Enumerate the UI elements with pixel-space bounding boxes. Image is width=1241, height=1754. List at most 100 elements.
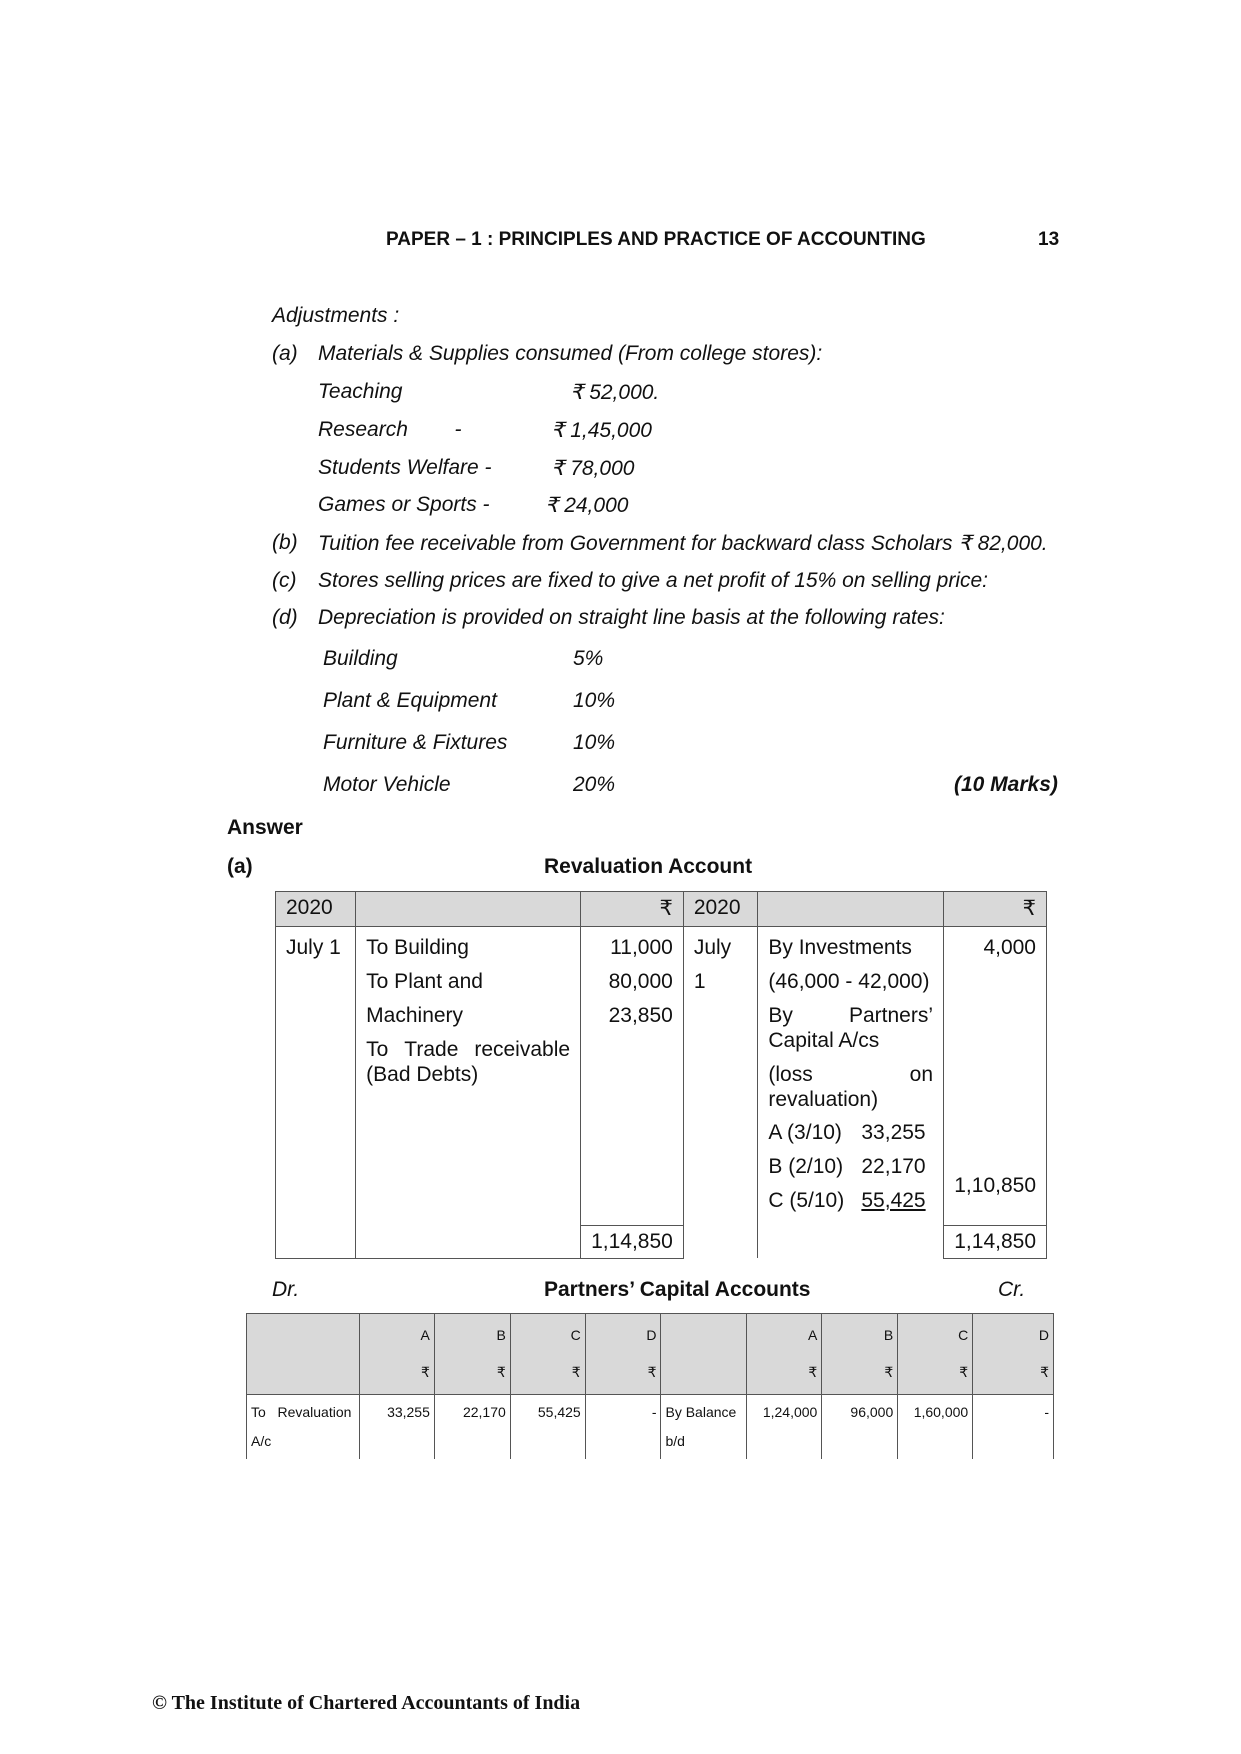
amount: 4,000 <box>983 936 1036 959</box>
amount: 96,000 <box>821 1394 899 1459</box>
particular: receivable <box>474 1038 571 1061</box>
asset-name: Furniture & Fixtures <box>323 731 508 754</box>
debit-amounts: 11,000 80,000 23,850 <box>580 926 684 1225</box>
rate: 5% <box>573 647 604 670</box>
page-number: 13 <box>1038 229 1060 250</box>
item-text: Tuition fee receivable from Government f… <box>318 532 1048 555</box>
col-header: A ₹ <box>746 1313 823 1395</box>
share-amount: 22,170 <box>861 1155 926 1178</box>
adjustments-heading: Adjustments : <box>272 304 400 327</box>
material-value: ₹ 24,000 <box>545 494 629 517</box>
particular: Partners’ <box>848 1004 933 1027</box>
asset-name: Motor Vehicle <box>323 773 451 796</box>
amount: 55,425 <box>509 1394 586 1459</box>
material-name: Research - <box>318 418 462 441</box>
col-header: C ₹ <box>509 1313 586 1395</box>
amount: 23,850 <box>608 1004 673 1027</box>
amount: 22,170 <box>433 1394 511 1459</box>
material-name: Teaching <box>318 380 403 403</box>
particular: Trade <box>404 1038 459 1061</box>
share-row: A (3/10) 33,255 <box>768 1116 933 1150</box>
answer-part: (a) <box>227 855 253 878</box>
total-row: 1,14,850 1,14,850 <box>274 1224 1047 1259</box>
partner-share: C (5/10) <box>768 1189 845 1212</box>
particular: To <box>366 1038 389 1061</box>
currency: ₹ <box>943 891 1047 927</box>
item-label: (b) <box>272 531 298 554</box>
col-header: A ₹ <box>358 1313 435 1395</box>
footer-copyright: © The Institute of Chartered Accountants… <box>152 1692 581 1714</box>
debit-total: 1,14,850 <box>580 1224 684 1259</box>
particular: To Building <box>366 936 469 959</box>
table-row: To Revaluation A/c 33,255 22,170 55,425 -… <box>246 1394 1054 1459</box>
particular: By Balance b/d <box>660 1394 748 1459</box>
amount: 1,10,850 <box>954 1174 1036 1197</box>
asset-name: Building <box>323 647 398 670</box>
particular: (Bad Debts) <box>366 1063 479 1086</box>
table-row: July 1 To Building To Plant and Machiner… <box>274 926 1047 1258</box>
share-amount: 33,255 <box>861 1121 926 1144</box>
amount: 11,000 <box>610 936 673 959</box>
item-text: Stores selling prices are fixed to give … <box>318 569 989 592</box>
particular: By Investments <box>768 936 912 959</box>
rate: 10% <box>573 689 616 712</box>
credit-particulars: By Investments (46,000 - 42,000) By Partn… <box>757 926 944 1258</box>
share-amount: 55,425 <box>861 1189 926 1212</box>
particular: Capital A/cs <box>768 1029 880 1052</box>
amount: 33,255 <box>358 1394 435 1459</box>
item-text: Materials & Supplies consumed (From coll… <box>318 342 823 365</box>
particular: By <box>768 1004 793 1027</box>
table-header-row: 2020 ₹ 2020 ₹ <box>274 891 1047 927</box>
particular: To Plant and Machinery <box>366 970 483 1027</box>
particular: (46,000 - 42,000) <box>768 970 930 993</box>
amount: - <box>972 1394 1054 1459</box>
partner-share: A (3/10) <box>768 1121 842 1144</box>
partners-capital-table: A ₹ B ₹ C ₹ D ₹ A ₹ B ₹ C ₹ D ₹ To Revaluation A/… <box>246 1313 1054 1459</box>
col-header: D ₹ <box>584 1313 662 1395</box>
table-header-row: A ₹ B ₹ C ₹ D ₹ A ₹ B ₹ C ₹ D ₹ <box>246 1313 1054 1395</box>
amount: 1,24,000 <box>746 1394 823 1459</box>
col-header: D ₹ <box>972 1313 1054 1395</box>
col-header: C ₹ <box>897 1313 974 1395</box>
item-label: (c) <box>272 569 297 592</box>
credit-amounts: 4,000 1,10,850 <box>943 926 1047 1225</box>
marks: (10 Marks) <box>954 773 1058 796</box>
currency: ₹ <box>580 891 684 927</box>
amount: - <box>584 1394 662 1459</box>
material-name: Students Welfare - <box>318 456 492 479</box>
date: July 1 <box>682 926 759 1258</box>
material-value: ₹ 78,000 <box>551 457 635 480</box>
year: 2020 <box>274 891 357 927</box>
revaluation-account-table: 2020 ₹ 2020 ₹ July 1 To Building To Plan… <box>274 891 1047 1259</box>
particular: To Revaluation A/c <box>246 1394 360 1459</box>
rate: 10% <box>573 731 616 754</box>
material-name: Games or Sports - <box>318 493 490 516</box>
revaluation-title: Revaluation Account <box>544 855 753 878</box>
answer-heading: Answer <box>227 816 303 839</box>
credit-total: 1,14,850 <box>943 1224 1047 1259</box>
share-row: B (2/10) 22,170 <box>768 1150 933 1184</box>
partner-share: B (2/10) <box>768 1155 844 1178</box>
date: July 1 <box>274 926 357 1225</box>
rate: 20% <box>573 773 616 796</box>
particular: revaluation) <box>768 1088 879 1111</box>
amount: 80,000 <box>608 970 673 993</box>
dr-label: Dr. <box>272 1278 300 1301</box>
cr-label: Cr. <box>998 1278 1026 1301</box>
col-header: B ₹ <box>433 1313 511 1395</box>
asset-name: Plant & Equipment <box>323 689 497 712</box>
amount: 1,60,000 <box>897 1394 974 1459</box>
capital-title: Partners’ Capital Accounts <box>544 1278 811 1301</box>
item-text: Depreciation is provided on straight lin… <box>318 606 945 629</box>
material-value: ₹ 52,000. <box>570 381 660 404</box>
material-value: ₹ 1,45,000 <box>551 419 652 442</box>
year: 2020 <box>682 891 759 927</box>
paper-title: PAPER – 1 : PRINCIPLES AND PRACTICE OF A… <box>386 229 926 250</box>
debit-particulars: To Building To Plant and Machinery To Tra… <box>355 926 582 1225</box>
share-row: C (5/10) 55,425 <box>768 1184 933 1218</box>
particular: (loss <box>768 1063 813 1086</box>
col-header: B ₹ <box>821 1313 899 1395</box>
item-label: (d) <box>272 606 298 629</box>
item-label: (a) <box>272 342 298 365</box>
